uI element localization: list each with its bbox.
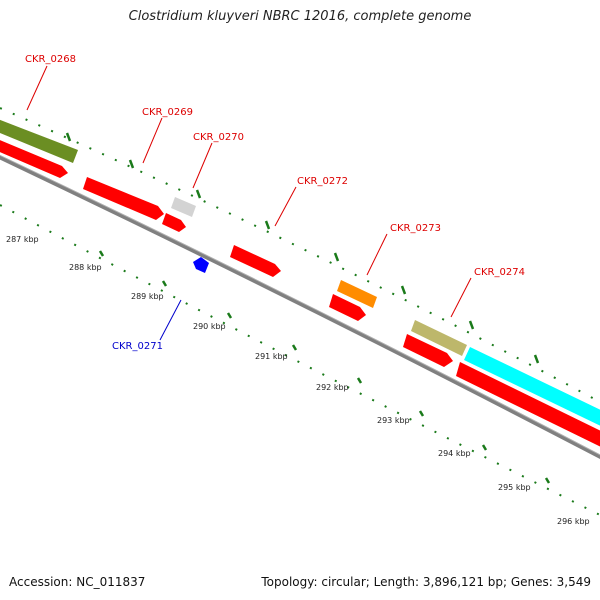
outer-tick-ring xyxy=(0,107,600,403)
grey-feature[interactable] xyxy=(171,197,196,217)
middle-feature-ring xyxy=(171,197,377,308)
accession-text: Accession: NC_011837 xyxy=(9,575,146,589)
gene-label-ckr-0272[interactable]: CKR_0272 xyxy=(297,176,348,187)
kbp-label: 296 kbp xyxy=(557,517,590,526)
gene-label-ckr-0270[interactable]: CKR_0270 xyxy=(193,132,244,143)
cds-arrow[interactable] xyxy=(329,294,366,321)
kbp-label: 294 kbp xyxy=(438,449,471,458)
outer-feature-ring xyxy=(0,118,600,428)
cds-arrow[interactable] xyxy=(162,213,186,232)
olive-feature[interactable] xyxy=(0,118,78,163)
gene-label-ckr-0271[interactable]: CKR_0271 xyxy=(112,341,163,352)
kbp-label: 293 kbp xyxy=(377,416,410,425)
cyan-feature[interactable] xyxy=(464,347,600,428)
orange-feature[interactable] xyxy=(337,280,377,308)
kbp-label: 295 kbp xyxy=(498,483,531,492)
genome-stats-text: Topology: circular; Length: 3,896,121 bp… xyxy=(261,575,591,589)
kbp-label: 290 kbp xyxy=(193,322,226,331)
genome-backbone xyxy=(0,154,600,460)
forward-cds-track xyxy=(0,138,600,449)
khaki-feature[interactable] xyxy=(411,320,467,356)
label-leaders xyxy=(26,65,472,341)
gene-label-ckr-0274[interactable]: CKR_0274 xyxy=(474,267,525,278)
cds-arrow[interactable] xyxy=(230,245,281,277)
kbp-label: 289 kbp xyxy=(131,292,164,301)
kbp-label: 287 kbp xyxy=(6,235,39,244)
gene-label-ckr-0268[interactable]: CKR_0268 xyxy=(25,54,76,65)
gene-label-ckr-0273[interactable]: CKR_0273 xyxy=(390,223,441,234)
kbp-label: 291 kbp xyxy=(255,352,288,361)
cds-arrow[interactable] xyxy=(456,362,600,449)
cds-arrow[interactable] xyxy=(0,138,68,178)
reverse-cds-track xyxy=(193,257,209,273)
kbp-label: 288 kbp xyxy=(69,263,102,272)
gene-label-ckr-0269[interactable]: CKR_0269 xyxy=(142,107,193,118)
kbp-scale-labels: 287 kbp 288 kbp 289 kbp 290 kbp 291 kbp … xyxy=(6,235,590,526)
cds-arrow[interactable] xyxy=(83,177,164,220)
kbp-label: 292 kbp xyxy=(316,383,349,392)
cds-arrow-reverse[interactable] xyxy=(193,257,209,273)
map-title: Clostridium kluyveri NBRC 12016, complet… xyxy=(128,9,472,24)
inner-scale-ring xyxy=(0,204,600,516)
gene-labels: CKR_0268 CKR_0269 CKR_0270 CKR_0271 CKR_… xyxy=(25,54,525,352)
cds-arrow[interactable] xyxy=(403,334,453,367)
